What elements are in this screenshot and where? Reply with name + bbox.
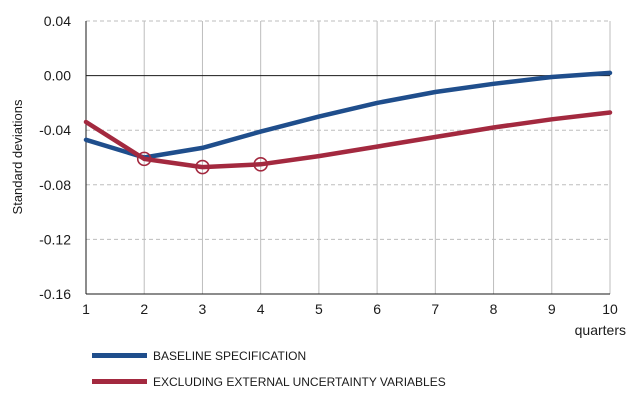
legend-label-baseline: BASELINE SPECIFICATION	[153, 349, 306, 363]
axes	[85, 21, 610, 295]
y-axis-label: Standard deviations	[10, 99, 25, 214]
x-tick-label: 3	[199, 301, 207, 317]
x-tick-label: 9	[548, 301, 556, 317]
series-marker-1	[195, 159, 210, 175]
x-axis-label: quarters	[575, 322, 626, 338]
x-tick-label: 10	[602, 301, 618, 317]
series-marker-1	[253, 157, 268, 172]
legend-label-excluding-external: EXCLUDING EXTERNAL UNCERTAINTY VARIABLES	[153, 375, 446, 389]
x-tick-label: 2	[140, 301, 148, 317]
y-tick-label: 0.00	[44, 68, 71, 84]
series-layer	[83, 70, 613, 175]
y-tick-label: -0.16	[39, 286, 71, 302]
legend-swatch-excluding-external	[92, 379, 147, 384]
y-tick-label: 0.04	[44, 13, 71, 29]
series-line-0	[83, 70, 613, 160]
x-tick-label: 1	[82, 301, 90, 317]
tick-labels: 0.04 0.00 -0.04 -0.08 -0.12 -0.16 1 2 3 4 5 6 7 8 9 10	[39, 13, 618, 317]
x-tick-label: 4	[257, 301, 265, 317]
legend: BASELINE SPECIFICATION EXCLUDING EXTERNA…	[92, 349, 446, 389]
series-marker-1	[136, 151, 152, 167]
legend-swatch-baseline	[92, 353, 147, 358]
x-tick-label: 8	[490, 301, 498, 317]
y-tick-label: -0.08	[39, 177, 71, 193]
x-tick-label: 6	[373, 301, 381, 317]
y-tick-label: -0.12	[39, 231, 71, 247]
x-tick-label: 5	[315, 301, 323, 317]
grid-lines	[86, 20, 611, 294]
y-tick-label: -0.04	[39, 122, 71, 138]
series-line-1	[83, 110, 613, 170]
x-tick-label: 7	[431, 301, 439, 317]
